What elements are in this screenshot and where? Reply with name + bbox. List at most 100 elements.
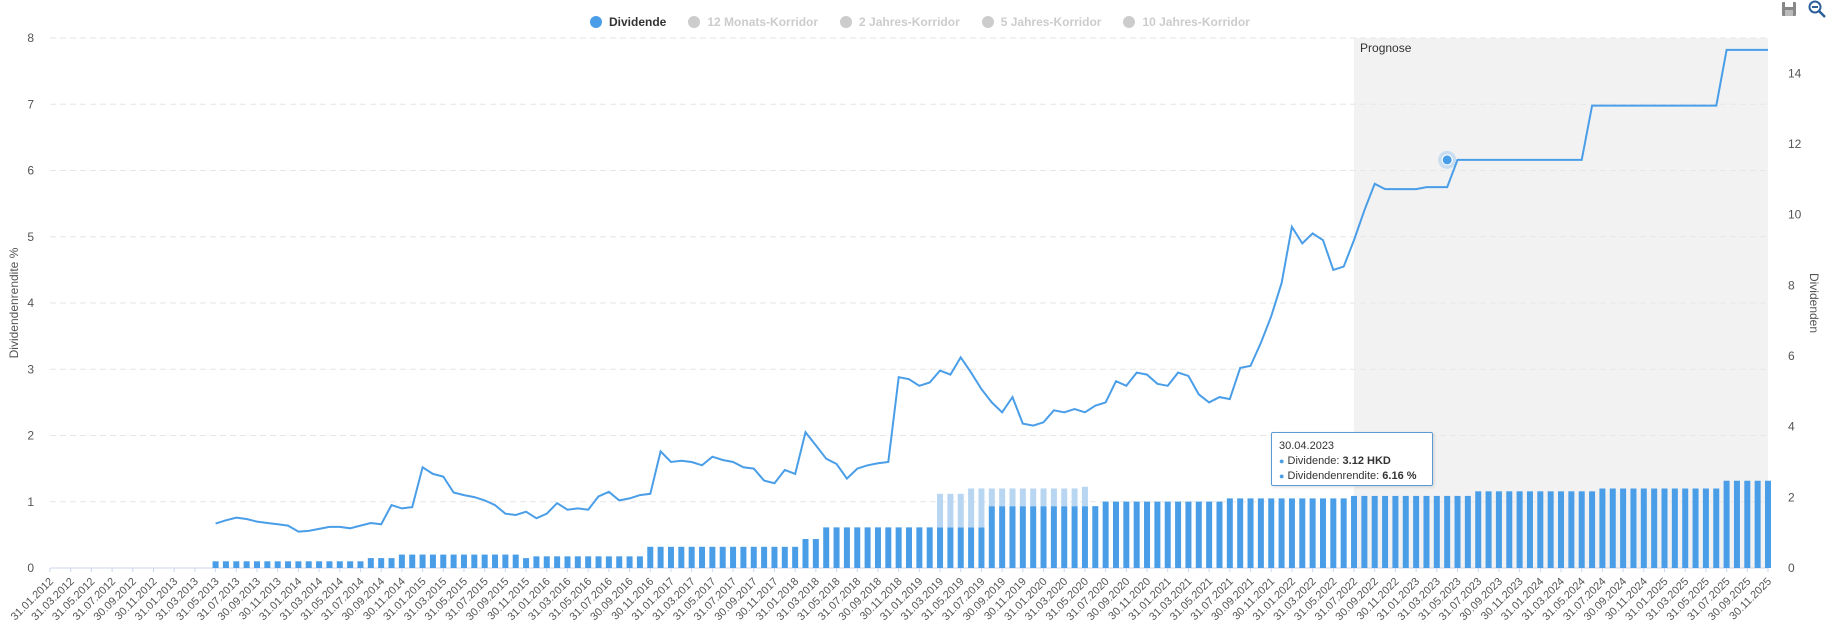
bar: [336, 561, 343, 568]
y-tick-left: 3: [27, 362, 34, 376]
bar: [833, 527, 840, 568]
bar: [1144, 501, 1151, 568]
bar: [1299, 498, 1306, 568]
bar: [957, 527, 964, 568]
bar: [1413, 495, 1420, 568]
bar: [843, 527, 850, 568]
bar: [1485, 491, 1492, 568]
bar: [937, 527, 944, 568]
bar: [1133, 501, 1140, 568]
bar: [574, 556, 581, 568]
bar: [1040, 506, 1047, 568]
bar: [1102, 501, 1109, 568]
zoom-out-icon: [1808, 0, 1826, 18]
bar: [285, 561, 292, 568]
y-tick-right: 14: [1788, 66, 1802, 80]
bullet-icon: ●: [1279, 471, 1285, 481]
bullet-icon: ●: [1279, 456, 1285, 466]
bar: [1154, 501, 1161, 568]
legend-item-5-jahres[interactable]: 5 Jahres-Korridor: [981, 15, 1102, 29]
y-axis-title-right: Dividenden: [1807, 273, 1821, 333]
bar: [1713, 488, 1720, 568]
save-icon: [1782, 2, 1796, 16]
bar: [1506, 491, 1513, 568]
bar: [1630, 488, 1637, 568]
bar-overlay: [957, 493, 964, 528]
bar: [1216, 501, 1223, 568]
tooltip-row-dividende: ● Dividende: 3.12 HKD: [1279, 454, 1425, 469]
y-tick-left: 7: [27, 97, 34, 111]
bar: [1382, 495, 1389, 568]
bar: [750, 546, 757, 568]
bar: [1309, 498, 1316, 568]
bar-overlay: [1050, 488, 1057, 507]
legend-dot-icon: [1123, 16, 1136, 28]
bar: [264, 561, 271, 568]
bar: [905, 527, 913, 568]
bar: [761, 546, 768, 568]
bar: [1009, 506, 1016, 568]
bar: [647, 546, 654, 568]
bar: [1340, 498, 1347, 568]
legend-item-dividende[interactable]: Dividende: [590, 15, 666, 29]
bar: [533, 556, 540, 568]
bar-overlay: [1071, 488, 1078, 507]
bar: [968, 527, 975, 568]
bar: [1444, 495, 1451, 568]
legend-item-12-monats[interactable]: 12 Monats-Korridor: [688, 15, 818, 29]
bar: [398, 554, 405, 568]
bar: [874, 527, 881, 568]
bar: [1195, 501, 1202, 568]
bar: [1237, 498, 1244, 568]
y-tick-right: 6: [1788, 349, 1795, 363]
y-tick-left: 0: [27, 561, 34, 575]
zoom-out-button[interactable]: [1806, 0, 1828, 18]
legend-label: 5 Jahres-Korridor: [1000, 15, 1102, 29]
bar: [367, 558, 374, 568]
bar: [554, 556, 561, 568]
bar: [657, 546, 664, 568]
bar: [699, 546, 706, 568]
bar: [357, 561, 364, 568]
bar: [595, 556, 602, 568]
bar: [1392, 495, 1399, 568]
bar: [1206, 501, 1213, 568]
bar: [616, 556, 623, 568]
bar: [823, 527, 830, 568]
legend-item-10-jahres[interactable]: 10 Jahres-Korridor: [1123, 15, 1250, 29]
hover-point: [1441, 154, 1453, 166]
bar-overlay: [1081, 486, 1088, 507]
tooltip-label: Dividende:: [1287, 455, 1343, 467]
legend-dot-icon: [840, 16, 853, 28]
save-button[interactable]: [1778, 0, 1800, 18]
bar: [212, 561, 219, 568]
bar: [812, 539, 819, 568]
bar: [792, 546, 799, 568]
tooltip-value: 6.16 %: [1382, 470, 1417, 482]
y-tick-left: 4: [27, 296, 34, 310]
bar: [1071, 506, 1078, 568]
bar: [378, 558, 385, 568]
bar: [1423, 495, 1430, 568]
y-tick-right: 8: [1788, 278, 1795, 292]
bar: [730, 546, 737, 568]
bar: [1319, 498, 1326, 568]
bar: [1640, 488, 1647, 568]
bar: [1361, 495, 1368, 568]
bar: [512, 554, 519, 568]
bar: [854, 527, 861, 568]
bar: [1495, 491, 1502, 568]
bar: [988, 506, 995, 568]
bar: [1723, 480, 1730, 568]
legend-dot-icon: [981, 16, 994, 28]
legend-item-2-jahres[interactable]: 2 Jahres-Korridor: [840, 15, 960, 29]
bar: [1061, 506, 1068, 568]
bar: [1537, 491, 1544, 568]
bar: [1651, 488, 1658, 568]
bar: [585, 556, 592, 568]
bar: [1050, 506, 1057, 568]
bar: [885, 527, 892, 568]
tooltip-value: 3.12 HKD: [1342, 455, 1391, 467]
bar: [636, 556, 643, 568]
